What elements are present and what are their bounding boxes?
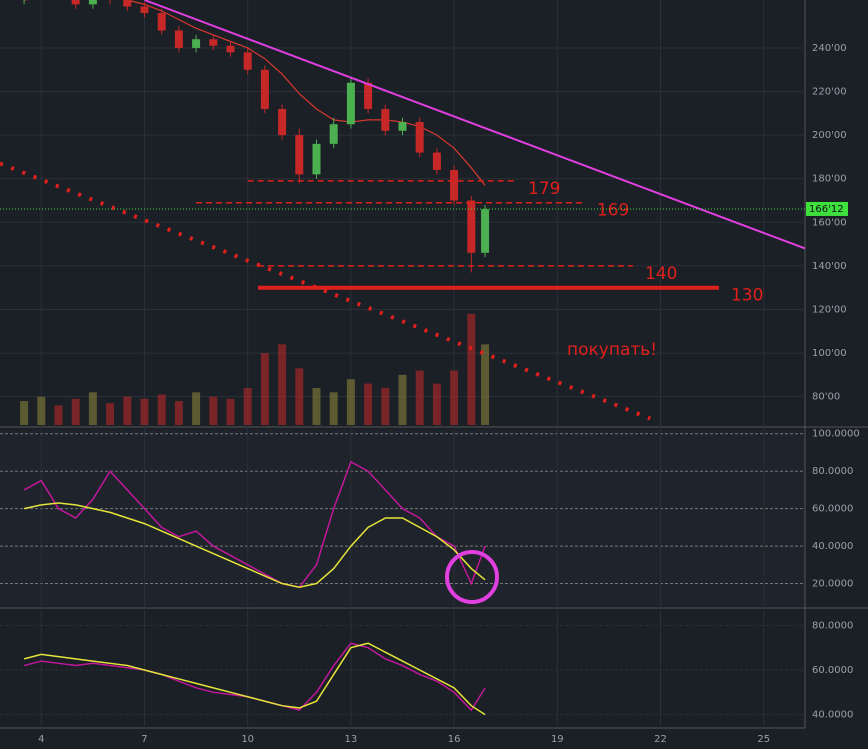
x-tick-label: 25 [757, 734, 770, 745]
y-tick-label: 60.0000 [812, 504, 853, 515]
candle-body [278, 108, 287, 136]
level-label: 140 [645, 264, 677, 284]
volume-bar [415, 370, 424, 425]
y-tick-label: 80.0000 [812, 466, 853, 477]
volume-bar [54, 405, 63, 425]
annotation: покупать! [567, 340, 657, 360]
candle-body [192, 39, 201, 48]
volume-bar [123, 396, 132, 425]
price-tag-label: 166'12 [809, 204, 844, 215]
y-tick-label: 180'00 [812, 174, 847, 185]
volume-bar [209, 396, 218, 425]
volume-bar [381, 387, 390, 425]
y-tick-label: 200'00 [812, 130, 847, 141]
candle-body [174, 30, 183, 48]
y-tick-label: 40.0000 [812, 541, 853, 552]
volume-bar [312, 387, 321, 425]
volume-bar [37, 396, 46, 425]
highlight-circle [445, 550, 499, 604]
y-tick-label: 140'00 [812, 261, 847, 272]
y-tick-label: 240'00 [812, 43, 847, 54]
volume-bar [226, 398, 235, 425]
y-tick-label: 60.0000 [812, 665, 853, 676]
candle-body [467, 200, 476, 253]
candle-body [364, 82, 373, 109]
candle-body [450, 170, 459, 201]
trendline [0, 161, 651, 421]
volume-bar [481, 344, 490, 425]
volume-bar [467, 313, 476, 425]
level-label: 169 [597, 201, 629, 221]
level-label: 130 [731, 286, 763, 306]
volume-bar [278, 344, 287, 425]
oscillator-line [23, 502, 486, 589]
volume-bar [450, 370, 459, 425]
y-tick-label: 100.0000 [812, 429, 860, 440]
candle-body [481, 209, 490, 253]
candle-body [140, 6, 149, 14]
y-tick-label: 20.0000 [812, 579, 853, 590]
y-tick-label: 220'00 [812, 87, 847, 98]
y-tick-label: 80.0000 [812, 620, 853, 631]
volume-bar [398, 374, 407, 425]
candle-body [329, 124, 338, 144]
moving-average [24, 0, 486, 186]
oscillator-line [23, 642, 486, 716]
x-tick-label: 19 [551, 734, 564, 745]
y-tick-label: 80'00 [812, 392, 840, 403]
volume-bar [260, 353, 269, 425]
candle-body [71, 0, 80, 5]
x-tick-label: 22 [654, 734, 667, 745]
candle-body [415, 122, 424, 153]
candle-body [312, 143, 321, 175]
volume-bar [157, 394, 166, 425]
candle-body [157, 13, 166, 31]
volume-bar [364, 383, 373, 425]
y-tick-label: 100'00 [812, 348, 847, 359]
candle-body [243, 52, 252, 70]
volume-bar [346, 379, 355, 425]
price-tag [806, 201, 848, 216]
volume-bar [243, 387, 252, 425]
volume-bar [88, 392, 97, 425]
y-tick-label: 160'00 [812, 217, 847, 228]
y-tick-label: 40.0000 [812, 710, 853, 721]
volume-bar [329, 392, 338, 425]
x-tick-label: 16 [448, 734, 461, 745]
volume-bar [295, 368, 304, 425]
candle-body [209, 39, 218, 46]
y-tick-label: 120'00 [812, 304, 847, 315]
x-tick-label: 7 [141, 734, 147, 745]
candle-body [260, 69, 269, 109]
volume-bar [20, 401, 29, 425]
candle-body [346, 82, 355, 125]
candle-body [88, 0, 97, 5]
candle-body [381, 108, 390, 131]
volume-bar [174, 401, 183, 425]
x-tick-label: 10 [241, 734, 254, 745]
candle-body [398, 122, 407, 131]
x-tick-label: 4 [38, 734, 44, 745]
volume-bar [432, 383, 441, 425]
candle-body [123, 0, 132, 7]
volume-bar [71, 398, 80, 425]
volume-bar [140, 398, 149, 425]
x-tick-label: 13 [345, 734, 358, 745]
trendline [144, 0, 806, 250]
candle-body [295, 135, 304, 175]
oscillator-line [23, 460, 486, 589]
volume-bar [106, 403, 115, 425]
candle-body [432, 152, 441, 170]
volume-bar [192, 392, 201, 425]
candle-body [226, 45, 235, 53]
level-label: 179 [528, 179, 560, 199]
